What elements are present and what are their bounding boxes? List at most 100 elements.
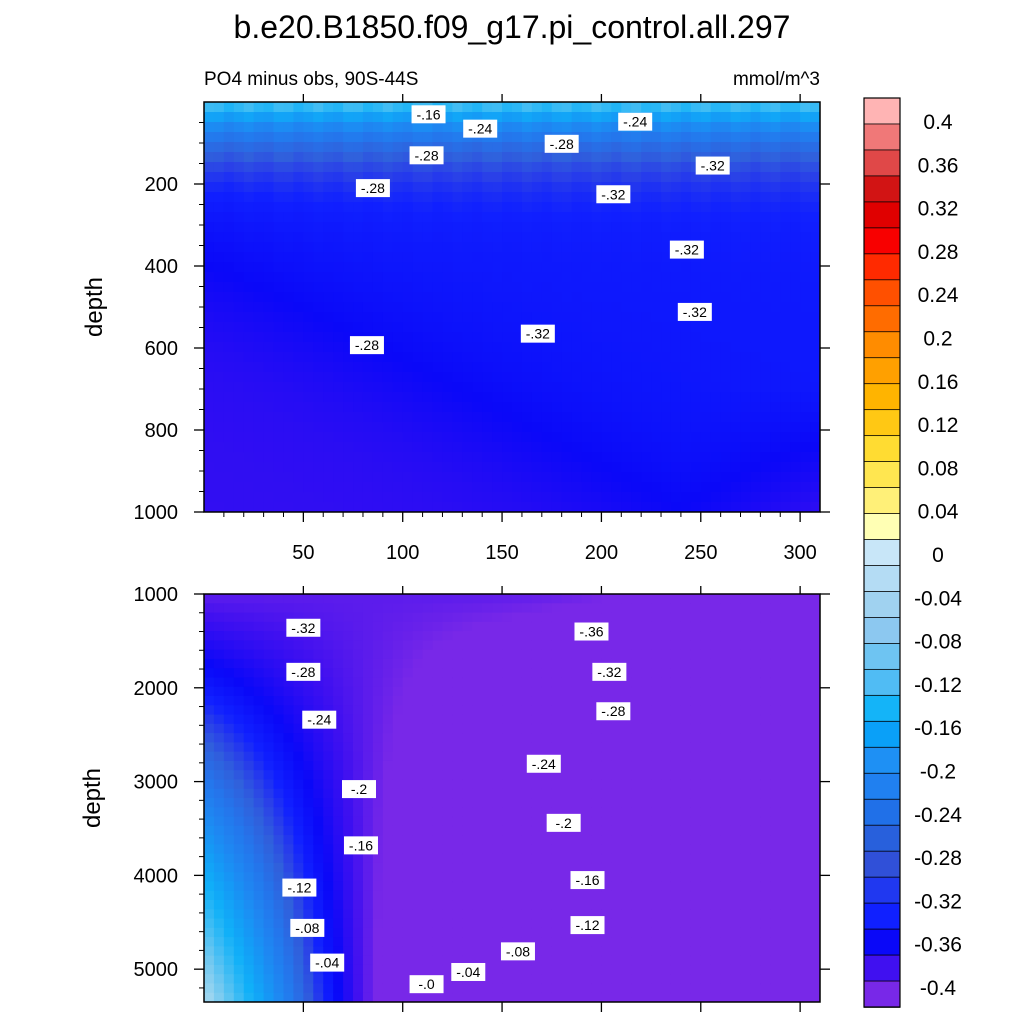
upper-heatmap-cell (800, 332, 811, 343)
upper-heatmap-cell (810, 452, 820, 463)
lower-heatmap-cell (651, 900, 662, 910)
upper-heatmap-cell (372, 262, 384, 273)
upper-heatmap-cell (204, 232, 215, 243)
upper-heatmap-cell (581, 492, 593, 503)
lower-heatmap-cell (243, 872, 255, 883)
upper-heatmap-cell (680, 432, 692, 443)
lower-heatmap-cell (422, 705, 434, 716)
upper-heatmap-cell (561, 312, 573, 323)
upper-heatmap-cell (651, 182, 662, 193)
lower-heatmap-cell (402, 862, 414, 873)
upper-heatmap-cell (541, 482, 553, 493)
upper-heatmap-cell (213, 322, 225, 333)
upper-heatmap-cell (661, 262, 672, 273)
lower-heatmap-cell (541, 668, 553, 679)
upper-heatmap-cell (730, 342, 742, 353)
lower-heatmap-cell (502, 723, 513, 734)
lower-heatmap-cell (204, 890, 215, 901)
lower-heatmap-cell (680, 964, 692, 975)
lower-heatmap-cell (531, 853, 543, 864)
lower-heatmap-cell (531, 649, 543, 660)
upper-heatmap-cell (233, 312, 245, 323)
lower-heatmap-cell (680, 890, 692, 901)
lower-heatmap-cell (343, 983, 354, 994)
lower-heatmap-cell (561, 760, 573, 771)
lower-heatmap-cell (392, 686, 404, 697)
upper-heatmap-cell (303, 402, 314, 413)
lower-heatmap-cell (362, 983, 374, 994)
lower-heatmap-cell (402, 751, 414, 762)
upper-heatmap-cell (651, 132, 662, 143)
lower-heatmap-cell (502, 862, 513, 873)
upper-heatmap-cell (283, 322, 295, 333)
upper-heatmap-cell (680, 222, 692, 233)
upper-heatmap-cell (362, 322, 374, 333)
upper-heatmap-cell (412, 242, 424, 253)
upper-heatmap-cell (750, 102, 761, 113)
lower-heatmap-cell (521, 937, 533, 947)
upper-heatmap-cell (353, 492, 364, 503)
upper-heatmap-cell (670, 422, 682, 433)
upper-heatmap-cell (521, 502, 533, 512)
lower-heatmap-cell (581, 594, 593, 604)
upper-heatmap-cell (263, 402, 275, 413)
upper-heatmap-cell (641, 102, 652, 113)
upper-heatmap-cell (611, 502, 622, 512)
lower-heatmap-cell (343, 853, 354, 864)
upper-heatmap-cell (253, 192, 265, 203)
lower-heatmap-cell (710, 918, 722, 929)
lower-heatmap-cell (621, 909, 632, 920)
upper-heatmap-cell (293, 292, 304, 303)
lower-heatmap-cell (263, 964, 275, 975)
lower-heatmap-cell (541, 696, 553, 706)
lower-heatmap-cell (710, 844, 722, 855)
lower-heatmap-cell (263, 955, 275, 966)
lower-heatmap-cell (621, 844, 632, 855)
upper-heatmap-cell (710, 222, 722, 233)
lower-heatmap-cell (730, 640, 742, 651)
lower-heatmap-cell (412, 640, 424, 651)
upper-heatmap-cell (343, 112, 354, 123)
upper-heatmap-cell (253, 252, 265, 263)
lower-heatmap-cell (243, 955, 255, 966)
upper-heatmap-cell (333, 432, 344, 443)
upper-heatmap-cell (382, 382, 394, 393)
lower-heatmap-cell (482, 909, 493, 920)
lower-heatmap-cell (591, 825, 603, 836)
lower-heatmap-cell (601, 779, 612, 790)
lower-heatmap-cell (362, 825, 374, 836)
lower-heatmap-cell (382, 788, 394, 799)
upper-heatmap-cell (223, 112, 235, 123)
upper-heatmap-cell (442, 252, 453, 263)
upper-heatmap-cell (472, 332, 483, 343)
upper-heatmap-cell (740, 332, 752, 343)
lower-heatmap-cell (571, 853, 583, 864)
lower-heatmap-cell (273, 890, 285, 901)
upper-heatmap-cell (571, 262, 583, 273)
lower-heatmap-cell (392, 714, 404, 725)
lower-heatmap-cell (472, 955, 483, 966)
lower-heatmap-cell (611, 594, 622, 604)
upper-heatmap-cell (611, 272, 622, 283)
upper-heatmap-cell (482, 422, 493, 433)
upper-heatmap-cell (253, 392, 265, 403)
lower-heatmap-cell (462, 816, 473, 827)
upper-heatmap-cell (422, 232, 434, 243)
chart-subtitle-left: PO4 minus obs, 90S-44S (204, 69, 418, 90)
upper-heatmap-cell (591, 172, 603, 183)
upper-heatmap-cell (670, 202, 682, 213)
upper-heatmap-cell (432, 272, 444, 283)
upper-heatmap-cell (313, 272, 324, 283)
upper-heatmap-cell (362, 392, 374, 403)
upper-heatmap-cell (810, 132, 820, 143)
upper-heatmap-cell (313, 422, 324, 433)
upper-heatmap-cell (810, 482, 820, 493)
upper-heatmap-cell (800, 372, 811, 383)
lower-heatmap-cell (273, 705, 285, 716)
upper-contour-label: -.32 (695, 156, 730, 175)
upper-heatmap-cell (362, 352, 374, 363)
upper-heatmap-cell (353, 372, 364, 383)
upper-heatmap-cell (661, 332, 672, 343)
lower-heatmap-cell (333, 983, 344, 994)
lower-heatmap-cell (263, 853, 275, 864)
